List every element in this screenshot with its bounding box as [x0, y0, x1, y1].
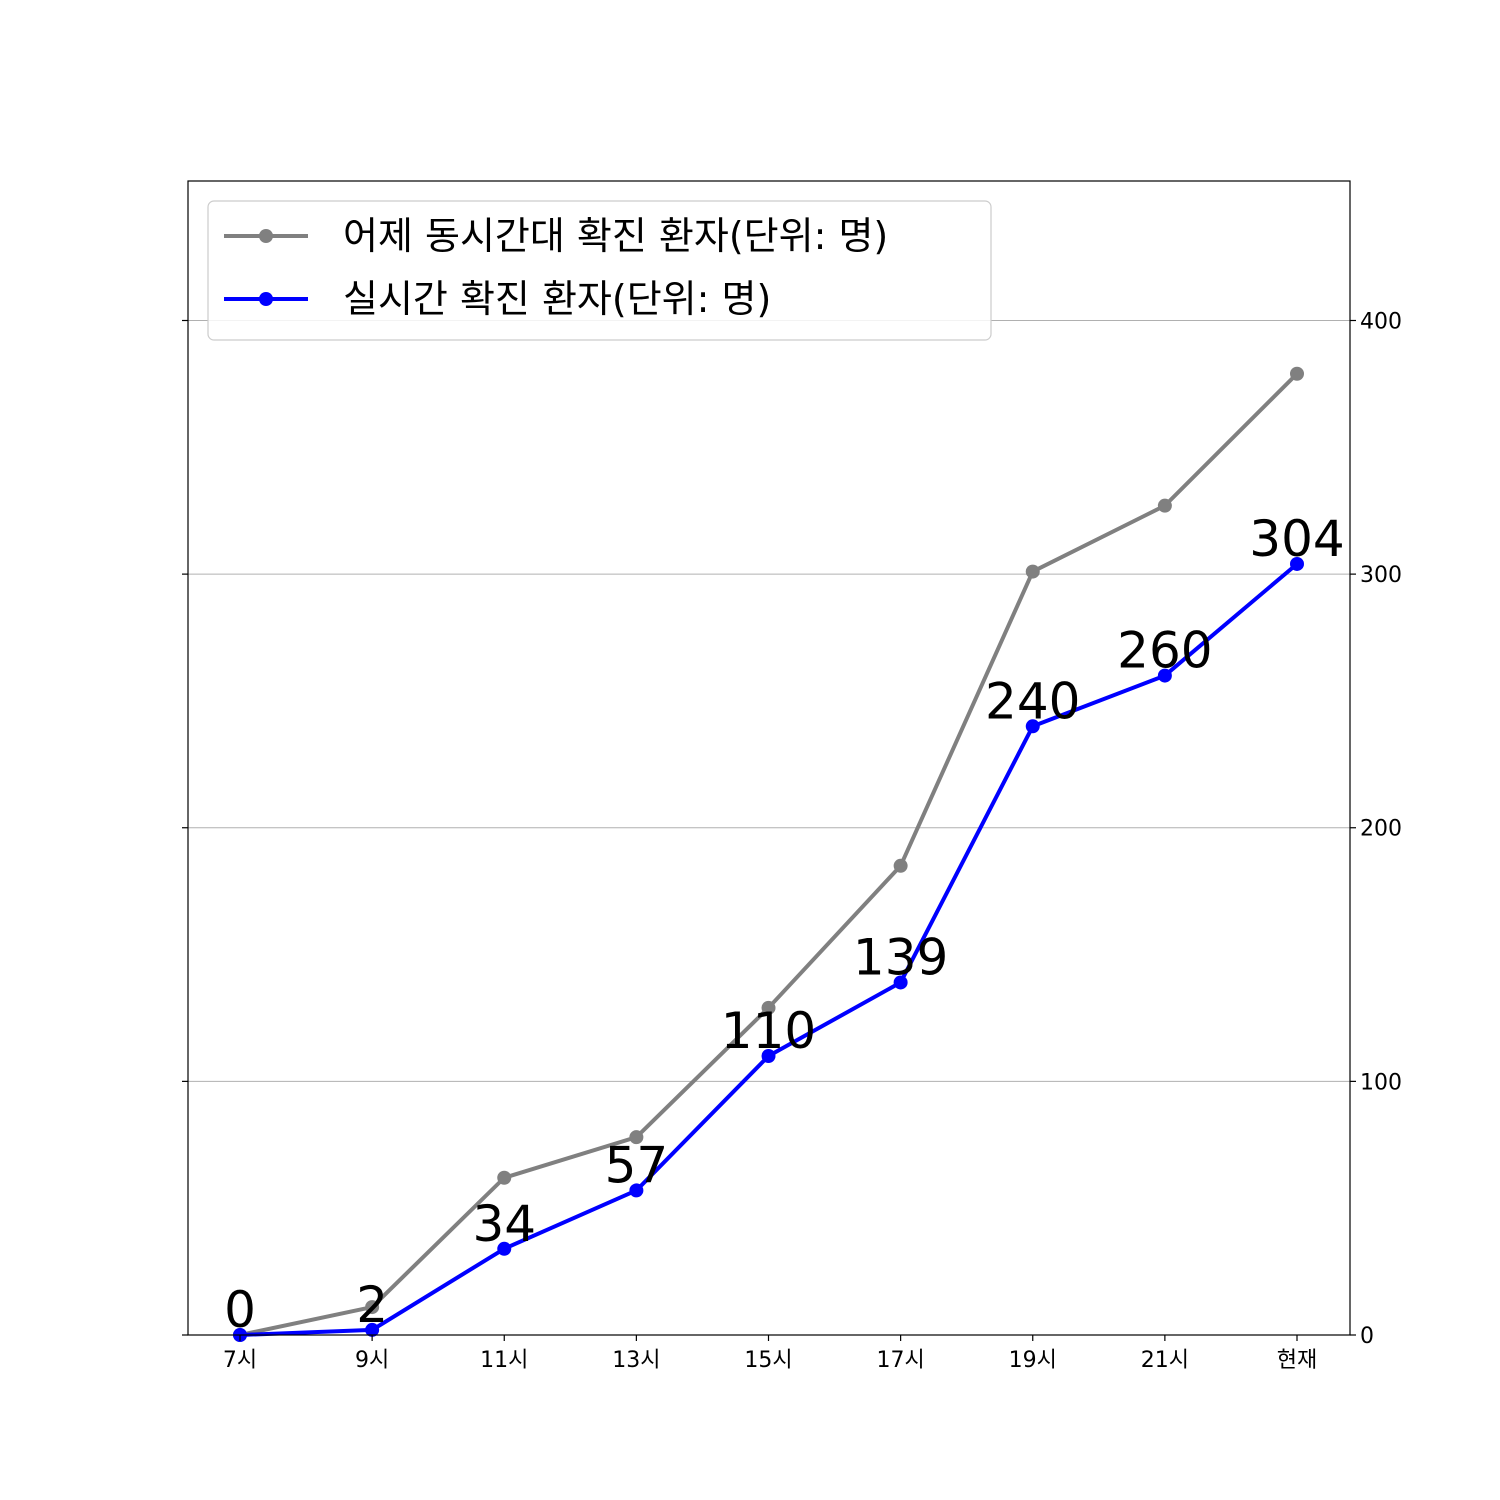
data-labels: 0 2 34 57 110 139 240 260 304	[224, 510, 1345, 1339]
series-1-point	[497, 1170, 512, 1185]
series-2-point	[1290, 556, 1304, 571]
series-1-point	[761, 1000, 776, 1015]
legend-label-2: 실시간 확진 환자(단위: 명)	[343, 277, 771, 321]
series-1-point	[1290, 366, 1304, 381]
x-tick-label: 21시	[1141, 1348, 1189, 1373]
x-tick-label: 19시	[1009, 1348, 1057, 1373]
x-tick-label: 현재	[1277, 1348, 1317, 1373]
legend-label-1: 어제 동시간대 확진 환자(단위: 명)	[343, 214, 888, 258]
series-1-point	[365, 1300, 380, 1315]
x-tick-label: 13시	[612, 1348, 660, 1373]
x-tick-label: 11시	[480, 1348, 528, 1373]
data-label: 34	[472, 1195, 536, 1253]
legend: 어제 동시간대 확진 환자(단위: 명) 실시간 확진 환자(단위: 명)	[207, 200, 992, 341]
x-tick-label: 9시	[355, 1348, 389, 1373]
series-1-point	[629, 1130, 644, 1145]
data-label: 0	[224, 1281, 256, 1339]
series-2-point	[1025, 719, 1040, 734]
axes: 0 100 200 300 400 7시 9시 11시 13시 15시 17시 19시 21시 현재	[182, 309, 1402, 1373]
y-tick-label: 200	[1360, 817, 1402, 842]
series-1-point	[893, 858, 908, 873]
x-tick-label: 17시	[877, 1348, 925, 1373]
series-1-point	[1157, 498, 1172, 513]
legend-box	[207, 200, 992, 341]
series-2-point	[497, 1241, 512, 1256]
data-label: 2	[356, 1276, 388, 1334]
data-label: 57	[605, 1136, 669, 1194]
series-2-point	[365, 1322, 380, 1337]
series-2-point	[893, 975, 908, 990]
y-tick-label: 100	[1360, 1070, 1402, 1095]
data-label: 240	[985, 672, 1080, 730]
series-lines	[233, 366, 1304, 1342]
data-label: 260	[1117, 622, 1212, 680]
y-tick-label: 0	[1360, 1324, 1374, 1349]
x-tick-label: 7시	[223, 1348, 257, 1373]
legend-marker-2	[259, 292, 273, 306]
series-2-point	[1157, 668, 1172, 683]
series-1-point	[1025, 564, 1040, 579]
data-label: 139	[853, 928, 948, 986]
x-tick-label: 15시	[744, 1348, 792, 1373]
series-2-point	[629, 1183, 644, 1198]
legend-marker-1	[259, 229, 273, 243]
data-label: 304	[1249, 510, 1344, 568]
y-tick-label: 300	[1360, 563, 1402, 588]
y-tick-label: 400	[1360, 309, 1402, 334]
series-2-point	[761, 1049, 776, 1064]
data-label: 110	[721, 1002, 816, 1060]
